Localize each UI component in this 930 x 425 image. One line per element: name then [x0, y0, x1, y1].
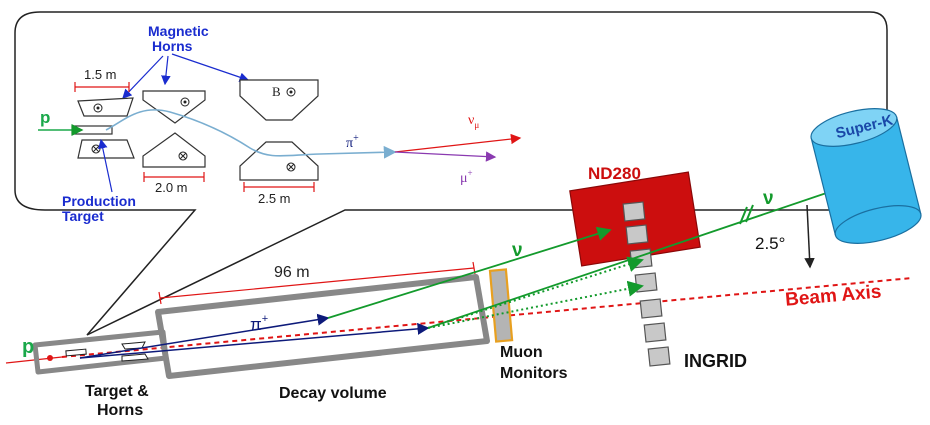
- super-k-edge: [810, 137, 836, 236]
- muon-label-inset: μ+: [460, 168, 473, 186]
- dimension-label-1-5m: 1.5 m: [84, 67, 117, 82]
- ingrid-module: [647, 346, 671, 367]
- ingrid-module: [634, 272, 658, 293]
- inset-callout-bubble: [14, 11, 888, 336]
- decay-volume-box: [155, 274, 490, 379]
- distance-break-mark-2: [745, 204, 754, 223]
- target-horns-label-1: Target &: [85, 383, 149, 400]
- target-horns-label-2: Horns: [97, 402, 143, 419]
- neutrino-path-dotted-2: [427, 280, 644, 329]
- beam-entry-point: [47, 355, 53, 361]
- ingrid-module: [625, 224, 649, 245]
- beam-axis-line: [61, 277, 913, 358]
- main-target-rod: [65, 348, 87, 357]
- neutrino-path-upper: [327, 226, 612, 319]
- neutrino-mu-arrow-inset: [394, 133, 522, 153]
- muon-monitors-label-1: Muon: [500, 344, 543, 361]
- ingrid-label: INGRID: [684, 351, 747, 371]
- field-cross-mark: [92, 145, 100, 153]
- horn1-lower: [77, 139, 135, 159]
- horn-pointer-arrow-2: [161, 55, 171, 86]
- dimension-tick: [158, 291, 162, 305]
- dimension-label-2-0m: 2.0 m: [155, 180, 188, 195]
- angle-reference-line: [804, 204, 815, 269]
- field-dot-symbol: [93, 103, 103, 113]
- horn1-upper: [77, 97, 134, 117]
- field-cross-symbol: [178, 151, 188, 161]
- ingrid-module: [639, 298, 663, 319]
- proton-label-inset: p: [40, 108, 50, 127]
- pion-arrow-main-1: [79, 313, 330, 359]
- neutrino-path-to-superk: [427, 180, 858, 329]
- horn2-lower: [142, 132, 206, 168]
- horn3-upper: [239, 79, 319, 121]
- pion-trajectory-inset: [105, 109, 397, 159]
- field-b-label: B: [272, 84, 281, 99]
- pion-arrow-main-2: [79, 322, 430, 359]
- ingrid-module: [643, 322, 667, 343]
- nd280-label: ND280: [588, 164, 641, 183]
- muon-arrow-inset: [394, 151, 497, 162]
- field-dot-center: [183, 100, 187, 104]
- muon-monitors-label-2: Monitors: [500, 365, 568, 382]
- production-target-label-2: Target: [62, 208, 104, 224]
- beam-axis-label: Beam Axis: [784, 281, 882, 310]
- field-cross-mark: [179, 152, 187, 160]
- production-target-pointer: [98, 138, 113, 193]
- horn-pointer-arrow-1: [122, 55, 164, 99]
- super-k-edge: [896, 116, 922, 215]
- super-k-detector: [810, 108, 922, 244]
- magnetic-horns-label-1: Magnetic: [148, 23, 209, 39]
- neutrino-mu-label: νμ: [468, 113, 479, 130]
- field-dot-center: [289, 90, 293, 94]
- angle-label: 2.5°: [755, 234, 785, 253]
- horn3-lower: [239, 141, 319, 181]
- horn2-upper: [142, 90, 206, 124]
- field-dot-symbol: [180, 97, 190, 107]
- horn-pointer-arrow-3: [171, 53, 250, 82]
- pion-label-inset: π+: [346, 133, 359, 151]
- field-dot-center: [96, 106, 100, 110]
- field-dot-symbol: [286, 87, 296, 97]
- distance-break-mark-1: [739, 206, 748, 225]
- neutrino-label-lower: ν: [763, 188, 774, 209]
- pion-label-main: π+: [250, 313, 268, 334]
- dimension-line-96m: [159, 267, 475, 299]
- magnetic-horns-label-2: Horns: [152, 38, 193, 54]
- production-target-label-1: Production: [62, 193, 136, 209]
- decay-volume-label: Decay volume: [279, 385, 387, 402]
- ingrid-module: [622, 201, 646, 222]
- field-cross-mark: [287, 163, 295, 171]
- super-k-top: [810, 108, 898, 147]
- neutrino-label-upper: ν: [512, 240, 523, 261]
- dimension-label-2-5m: 2.5 m: [258, 191, 291, 206]
- proton-label-main: p: [22, 336, 34, 358]
- dimension-label-96m: 96 m: [274, 264, 310, 281]
- field-cross-symbol: [286, 162, 296, 172]
